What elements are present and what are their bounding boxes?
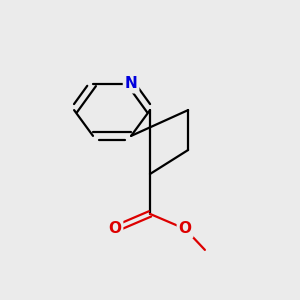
Text: O: O <box>108 221 122 236</box>
Text: N: N <box>125 76 137 92</box>
Text: O: O <box>178 221 192 236</box>
